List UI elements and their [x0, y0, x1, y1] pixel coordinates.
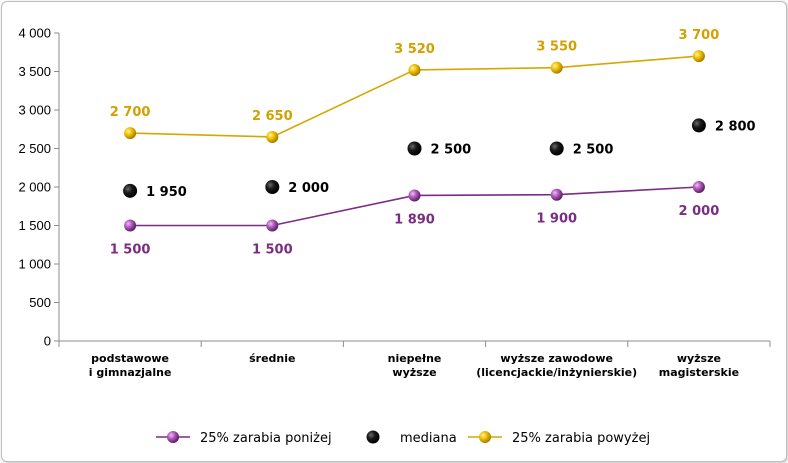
data-label-high: 3 520 [394, 42, 435, 57]
data-point-median [123, 183, 138, 198]
legend-marker-low [167, 431, 179, 443]
data-point-median [265, 180, 280, 194]
x-category-label: magisterskie [659, 366, 739, 379]
y-tick-label: 0 [44, 334, 51, 349]
data-label-low: 1 900 [536, 212, 577, 227]
x-category-label: (licencjackie/inżynierskie) [476, 366, 637, 379]
x-category-label: podstawowe [91, 352, 169, 365]
y-tick-label: 3 000 [18, 103, 51, 118]
legend-marker-high [479, 431, 491, 443]
data-point-low [550, 188, 563, 201]
data-point-low [692, 181, 705, 193]
x-category-label: wyższe [392, 366, 436, 379]
data-point-high [266, 130, 279, 143]
data-label-high: 2 650 [252, 109, 293, 124]
legend-label-high: 25% zarabia powyżej [512, 431, 650, 446]
data-point-high [124, 127, 137, 140]
legend-label-low: 25% zarabia poniżej [200, 431, 332, 446]
data-point-high [692, 50, 705, 63]
y-tick-label: 2 500 [18, 141, 51, 156]
data-point-high [408, 63, 421, 76]
data-point-low [408, 189, 421, 202]
data-label-high: 2 700 [110, 105, 151, 120]
y-tick-label: 3 500 [18, 64, 51, 79]
data-label-median: 2 500 [431, 143, 472, 158]
data-label-high: 3 550 [536, 40, 577, 55]
data-label-median: 2 500 [573, 143, 614, 158]
data-label-high: 3 700 [679, 28, 720, 43]
x-category-label: średnie [249, 352, 295, 365]
data-point-median [407, 141, 422, 156]
data-point-high [550, 61, 563, 74]
x-category-label: niepełne [388, 352, 442, 365]
y-tick-label: 1 000 [18, 257, 51, 272]
data-label-low: 1 500 [110, 243, 151, 258]
legend-marker-median [366, 430, 380, 444]
data-label-low: 2 000 [679, 204, 720, 219]
y-tick-label: 1 500 [18, 218, 51, 233]
x-category-label: i gimnazjalne [89, 366, 172, 379]
data-label-low: 1 890 [394, 212, 435, 227]
x-category-label: wyższe [677, 352, 721, 365]
y-tick-label: 4 000 [18, 26, 51, 41]
data-point-low [266, 219, 279, 232]
data-label-median: 2 800 [715, 119, 756, 134]
x-category-label: wyższe zawodowe [500, 352, 613, 365]
data-label-low: 1 500 [252, 243, 293, 258]
y-tick-label: 2 000 [18, 180, 51, 195]
data-point-median [549, 141, 564, 156]
y-tick-label: 500 [29, 295, 51, 310]
legend-label-median: mediana [400, 431, 457, 446]
data-point-low [124, 219, 137, 232]
data-label-median: 1 950 [146, 185, 187, 200]
data-label-median: 2 000 [288, 181, 329, 196]
data-point-median [691, 118, 706, 133]
